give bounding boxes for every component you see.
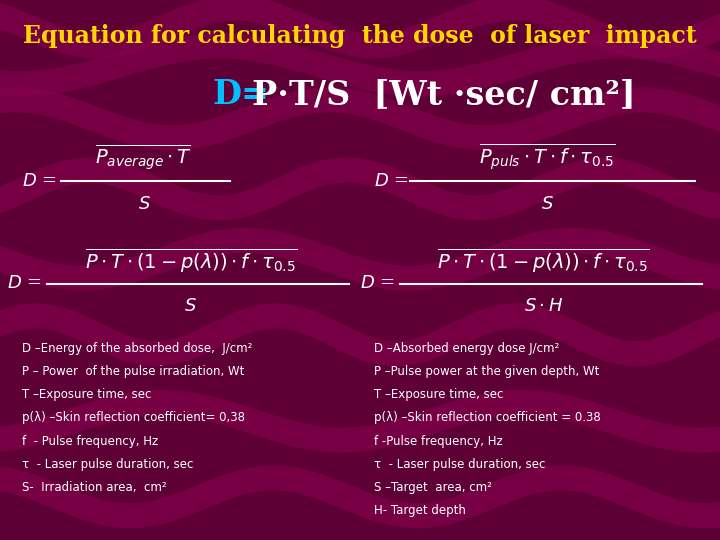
Text: $\mathit{S}$: $\mathit{S}$ <box>541 194 554 213</box>
Text: p(λ) –Skin reflection coefficient= 0,38: p(λ) –Skin reflection coefficient= 0,38 <box>22 411 245 424</box>
Text: P –Pulse power at the given depth, Wt: P –Pulse power at the given depth, Wt <box>374 365 600 378</box>
Text: $\mathit{D}$ =: $\mathit{D}$ = <box>22 172 56 190</box>
Text: $\mathit{S \cdot H}$: $\mathit{S \cdot H}$ <box>524 297 563 315</box>
Text: H- Target depth: H- Target depth <box>374 504 467 517</box>
Text: f -Pulse frequency, Hz: f -Pulse frequency, Hz <box>374 435 503 448</box>
Text: τ  - Laser pulse duration, sec: τ - Laser pulse duration, sec <box>22 458 193 471</box>
Text: τ  - Laser pulse duration, sec: τ - Laser pulse duration, sec <box>374 458 546 471</box>
Text: $\mathit{S}$: $\mathit{S}$ <box>138 194 150 213</box>
Text: f  - Pulse frequency, Hz: f - Pulse frequency, Hz <box>22 435 158 448</box>
Text: S –Target  area, cm²: S –Target area, cm² <box>374 481 492 494</box>
Text: $\mathit{\overline{P \cdot T \cdot (1 - p(\lambda)) \cdot f \cdot \tau_{0.5}}}$: $\mathit{\overline{P \cdot T \cdot (1 - … <box>84 246 297 274</box>
Text: T –Exposure time, sec: T –Exposure time, sec <box>22 388 151 401</box>
Text: $\mathit{D}$ =: $\mathit{D}$ = <box>7 274 42 293</box>
Text: Equation for calculating  the dose  of laser  impact: Equation for calculating the dose of las… <box>23 24 697 48</box>
Text: P·T/S  [Wt ·sec/ cm²]: P·T/S [Wt ·sec/ cm²] <box>252 78 636 111</box>
Text: T –Exposure time, sec: T –Exposure time, sec <box>374 388 504 401</box>
Text: $\mathit{D}$ =: $\mathit{D}$ = <box>374 172 409 190</box>
Text: S-  Irradiation area,  cm²: S- Irradiation area, cm² <box>22 481 166 494</box>
Text: D –Absorbed energy dose J/cm²: D –Absorbed energy dose J/cm² <box>374 342 559 355</box>
Text: P – Power  of the pulse irradiation, Wt: P – Power of the pulse irradiation, Wt <box>22 365 244 378</box>
Text: $\mathit{\overline{P_{average} \cdot T}}$: $\mathit{\overline{P_{average} \cdot T}}… <box>96 143 192 173</box>
Text: $\mathit{\overline{P \cdot T \cdot (1 - p(\lambda)) \cdot f \cdot \tau_{0.5}}}$: $\mathit{\overline{P \cdot T \cdot (1 - … <box>437 246 650 274</box>
Text: D=: D= <box>212 78 269 111</box>
Text: D –Energy of the absorbed dose,  J/cm²: D –Energy of the absorbed dose, J/cm² <box>22 342 252 355</box>
Text: $\mathit{S}$: $\mathit{S}$ <box>184 297 197 315</box>
Text: p(λ) –Skin reflection coefficient = 0.38: p(λ) –Skin reflection coefficient = 0.38 <box>374 411 601 424</box>
Text: $\mathit{\overline{P_{puls} \cdot T \cdot f \cdot \tau_{0.5}}}$: $\mathit{\overline{P_{puls} \cdot T \cdo… <box>479 142 616 173</box>
Text: $\mathit{D}$ =: $\mathit{D}$ = <box>360 274 395 293</box>
